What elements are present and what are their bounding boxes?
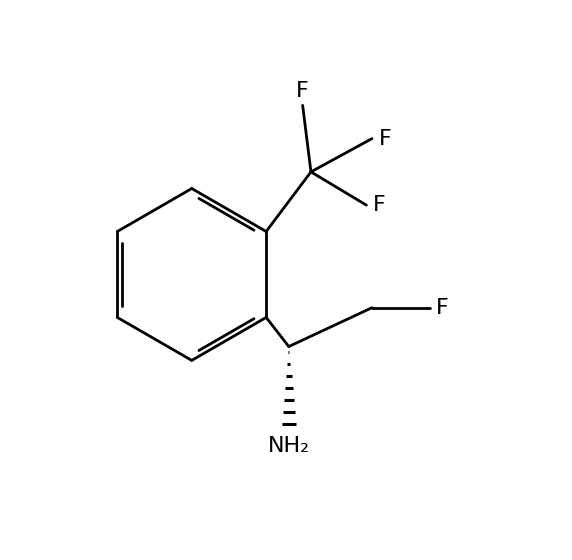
- Text: F: F: [379, 129, 391, 148]
- Text: F: F: [436, 298, 448, 318]
- Text: F: F: [373, 195, 386, 215]
- Text: F: F: [296, 81, 309, 101]
- Text: NH₂: NH₂: [268, 436, 310, 456]
